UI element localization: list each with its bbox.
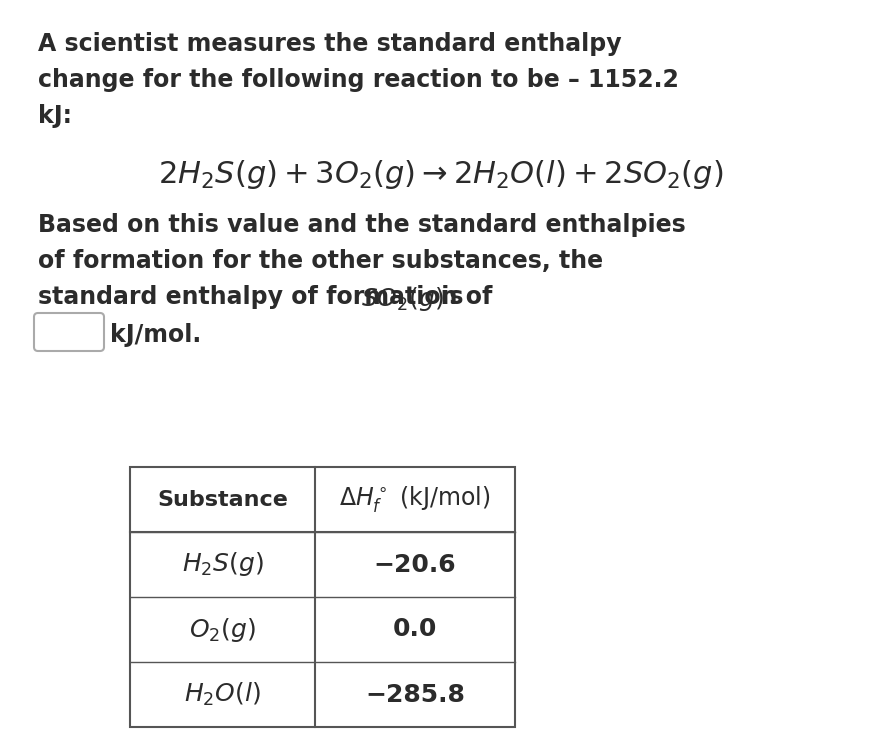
Text: −20.6: −20.6 xyxy=(374,553,456,577)
Text: $H_2O(\mathit{l})$: $H_2O(\mathit{l})$ xyxy=(184,681,261,708)
Text: change for the following reaction to be – 1152.2: change for the following reaction to be … xyxy=(38,68,679,92)
Text: −285.8: −285.8 xyxy=(365,683,465,706)
Text: is: is xyxy=(433,285,464,309)
Text: Based on this value and the standard enthalpies: Based on this value and the standard ent… xyxy=(38,213,685,237)
Text: Substance: Substance xyxy=(157,490,288,510)
Text: standard enthalpy of formation of: standard enthalpy of formation of xyxy=(38,285,501,309)
Text: $SO_2(g)$: $SO_2(g)$ xyxy=(361,285,444,313)
Text: $O_2(g)$: $O_2(g)$ xyxy=(189,615,256,644)
Text: 0.0: 0.0 xyxy=(392,617,437,641)
Text: A scientist measures the standard enthalpy: A scientist measures the standard enthal… xyxy=(38,32,622,56)
Text: kJ/mol.: kJ/mol. xyxy=(110,323,201,347)
FancyBboxPatch shape xyxy=(34,313,104,351)
Text: $2H_2S(g) + 3O_2(g) \rightarrow 2H_2O(\mathit{l}) + 2SO_2(g)$: $2H_2S(g) + 3O_2(g) \rightarrow 2H_2O(\m… xyxy=(158,158,724,191)
Text: kJ:: kJ: xyxy=(38,104,72,128)
Bar xyxy=(130,467,515,727)
Text: $\Delta H_f^\circ$ (kJ/mol): $\Delta H_f^\circ$ (kJ/mol) xyxy=(340,484,490,514)
Text: $H_2S(g)$: $H_2S(g)$ xyxy=(182,550,264,578)
Text: of formation for the other substances, the: of formation for the other substances, t… xyxy=(38,249,603,273)
